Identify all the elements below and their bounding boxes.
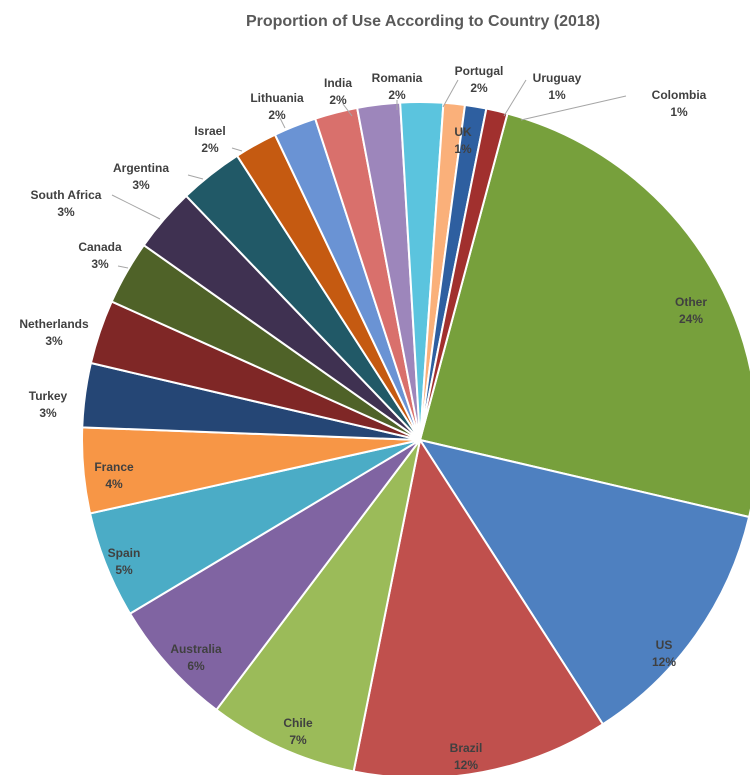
- data-label-portugal: Portugal 2%: [455, 64, 504, 95]
- leader-line-portugal: [442, 79, 459, 108]
- data-label-percent: 3%: [57, 205, 75, 219]
- pie-slice-australia: [128, 439, 421, 712]
- pie-slice-colombia: [419, 107, 509, 441]
- data-label-percent: 1%: [548, 88, 566, 102]
- data-label-israel: Israel 2%: [194, 124, 225, 155]
- leader-line-india: [342, 103, 353, 117]
- data-label-percent: 12%: [454, 758, 478, 772]
- data-label-percent: 5%: [115, 563, 133, 577]
- data-label-lithuania: Lithuania 2%: [250, 91, 304, 122]
- data-label-chile: Chile 7%: [283, 716, 313, 747]
- data-label-category: Australia: [170, 642, 222, 656]
- data-label-category: Netherlands: [19, 317, 89, 331]
- data-label-us: US 12%: [652, 638, 676, 669]
- data-label-colombia: Colombia 1%: [652, 88, 707, 119]
- data-label-category: Israel: [194, 124, 225, 138]
- pie-slices: [81, 101, 750, 775]
- data-label-category: Lithuania: [250, 91, 304, 105]
- data-label-brazil: Brazil 12%: [450, 741, 483, 772]
- data-label-france: France 4%: [94, 460, 134, 491]
- data-label-percent: 2%: [201, 141, 219, 155]
- data-label-category: South Africa: [31, 188, 102, 202]
- data-label-category: Uruguay: [533, 71, 582, 85]
- data-label-percent: 24%: [679, 312, 703, 326]
- data-label-category: Spain: [108, 546, 141, 560]
- data-label-canada: Canada 3%: [78, 240, 122, 271]
- leader-lines: [111, 79, 627, 269]
- data-label-netherlands: Netherlands 3%: [19, 317, 89, 348]
- data-label-percent: 3%: [45, 334, 63, 348]
- data-label-spain: Spain 5%: [108, 546, 141, 577]
- pie-slice-us: [417, 438, 750, 726]
- data-label-category: Colombia: [652, 88, 707, 102]
- data-label-category: US: [656, 638, 673, 652]
- data-label-south-africa: South Africa 3%: [31, 188, 102, 219]
- data-label-percent: 1%: [670, 105, 688, 119]
- data-labels: Other 24% US 12% Brazil 12% Chile 7% Australia 6%…: [19, 64, 707, 772]
- data-label-category: India: [324, 76, 352, 90]
- leader-line-israel: [231, 147, 243, 152]
- data-label-percent: 3%: [132, 178, 150, 192]
- data-label-category: Canada: [78, 240, 122, 254]
- data-label-percent: 1%: [454, 142, 472, 156]
- data-label-category: Brazil: [450, 741, 483, 755]
- data-label-percent: 3%: [91, 257, 109, 271]
- data-label-category: UK: [454, 125, 472, 139]
- chart-title: Proportion of Use According to Country (…: [246, 13, 600, 30]
- leader-line-colombia: [520, 95, 627, 121]
- data-label-category: Romania: [372, 71, 423, 85]
- data-label-percent: 2%: [329, 93, 347, 107]
- data-label-category: France: [94, 460, 134, 474]
- leader-line-argentina: [187, 174, 204, 180]
- data-label-percent: 4%: [105, 477, 123, 491]
- data-label-category: Other: [675, 295, 707, 309]
- pie-slice-other: [418, 112, 750, 519]
- data-label-category: Turkey: [29, 389, 68, 403]
- data-label-australia: Australia 6%: [170, 642, 222, 673]
- data-label-uk: UK 1%: [454, 125, 472, 156]
- data-label-argentina: Argentina 3%: [113, 161, 169, 192]
- leader-line-lithuania: [279, 117, 286, 129]
- data-label-category: Portugal: [455, 64, 504, 78]
- leader-line-uruguay: [503, 79, 527, 117]
- data-label-percent: 7%: [289, 733, 307, 747]
- data-label-percent: 2%: [388, 88, 406, 102]
- pie-slice-brazil: [352, 437, 605, 775]
- data-label-category: Argentina: [113, 161, 169, 175]
- data-label-romania: Romania 2%: [372, 71, 423, 102]
- data-label-percent: 3%: [39, 406, 57, 420]
- data-label-turkey: Turkey 3%: [29, 389, 68, 420]
- leader-line-south-africa: [111, 194, 161, 220]
- data-label-percent: 6%: [187, 659, 205, 673]
- data-label-percent: 2%: [470, 81, 488, 95]
- data-label-percent: 2%: [268, 108, 286, 122]
- data-label-uruguay: Uruguay 1%: [533, 71, 582, 102]
- data-label-other: Other 24%: [675, 295, 707, 326]
- data-label-category: Chile: [283, 716, 313, 730]
- data-label-india: India 2%: [324, 76, 352, 107]
- data-label-percent: 12%: [652, 655, 676, 669]
- leader-line-canada: [117, 265, 129, 269]
- pie-slice-chile: [214, 439, 421, 773]
